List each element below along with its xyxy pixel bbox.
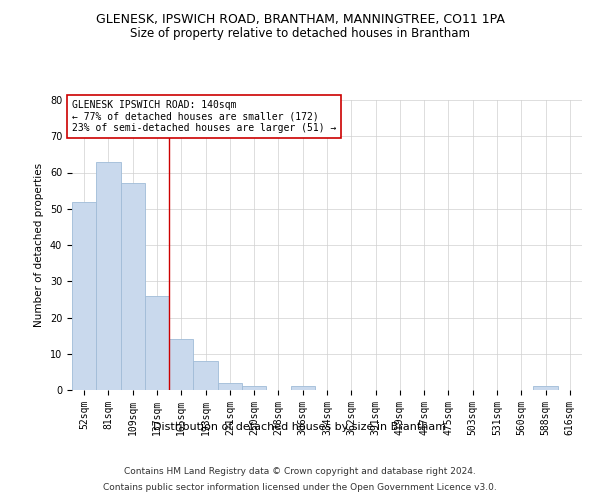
Text: Contains public sector information licensed under the Open Government Licence v3: Contains public sector information licen…: [103, 482, 497, 492]
Y-axis label: Number of detached properties: Number of detached properties: [34, 163, 44, 327]
Bar: [96, 162, 121, 390]
Bar: [193, 361, 218, 390]
Bar: [169, 339, 193, 390]
Text: Contains HM Land Registry data © Crown copyright and database right 2024.: Contains HM Land Registry data © Crown c…: [124, 468, 476, 476]
Bar: [242, 386, 266, 390]
Bar: [218, 383, 242, 390]
Text: GLENESK, IPSWICH ROAD, BRANTHAM, MANNINGTREE, CO11 1PA: GLENESK, IPSWICH ROAD, BRANTHAM, MANNING…: [95, 12, 505, 26]
Bar: [72, 202, 96, 390]
Text: Size of property relative to detached houses in Brantham: Size of property relative to detached ho…: [130, 28, 470, 40]
Bar: [121, 184, 145, 390]
Bar: [533, 386, 558, 390]
Bar: [145, 296, 169, 390]
Bar: [290, 386, 315, 390]
Text: Distribution of detached houses by size in Brantham: Distribution of detached houses by size …: [154, 422, 446, 432]
Text: GLENESK IPSWICH ROAD: 140sqm
← 77% of detached houses are smaller (172)
23% of s: GLENESK IPSWICH ROAD: 140sqm ← 77% of de…: [72, 100, 337, 133]
